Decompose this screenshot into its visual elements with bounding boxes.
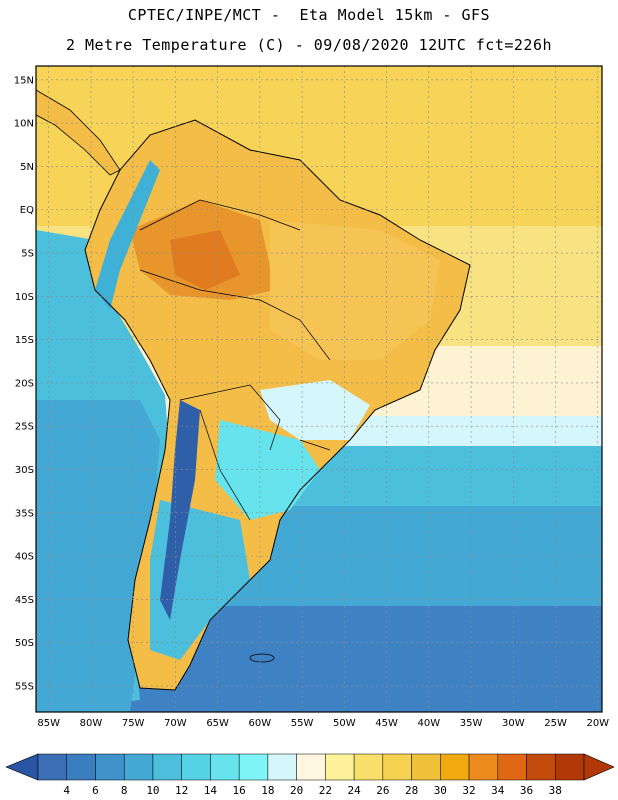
pampas (215, 420, 320, 520)
colorbar-tick-label: 28 (405, 784, 418, 797)
colorbar-tick-label: 12 (175, 784, 188, 797)
longitude-label: 85W (37, 718, 60, 729)
latitude-label: 20S (15, 378, 34, 389)
latitude-label: 35S (15, 508, 34, 519)
longitude-labels: 85W 80W 75W 70W 65W 60W 55W 50W 45W 40W 35W 30W 25W 2… (37, 718, 609, 729)
country-borders (139, 199, 331, 521)
colorbar-cell (238, 753, 269, 781)
longitude-label: 25W (544, 718, 567, 729)
brazil-south-cool (260, 380, 370, 440)
longitude-label: 70W (164, 718, 187, 729)
colorbar-tick-label: 16 (233, 784, 246, 797)
temperature-map: 15N 10N 5N EQ 5S 10S 15S 20S 25S 30S 35S 40S 45S 50S 5… (14, 65, 609, 729)
latitude-label: 5S (21, 249, 34, 260)
colorbar-cell (555, 753, 585, 781)
longitude-label: 55W (291, 718, 314, 729)
latitude-labels: 15N 10N 5N EQ 5S 10S 15S 20S 25S 30S 35S 40S 45S 50S 5… (14, 75, 34, 692)
colorbar-cell (210, 753, 240, 781)
latitude-label: 25S (15, 422, 34, 433)
colorbar-cell (411, 753, 441, 781)
map-subtitle: 2 Metre Temperature (C) - 09/08/2020 12U… (65, 36, 553, 54)
colorbar-tick-label: 36 (520, 784, 533, 797)
colorbar-cell (296, 753, 326, 781)
colorbar-cell (497, 753, 527, 781)
colorbar-tick-label: 18 (261, 784, 274, 797)
color-scale-bar: 4 6 8 10 12 14 16 18 20 22 24 26 28 30 32 34 36 38 (5, 753, 615, 797)
colorbar-tick-label: 10 (146, 784, 159, 797)
colorbar-tick-label: 30 (434, 784, 447, 797)
latitude-label: 45S (15, 595, 34, 606)
latitude-label: 15N (14, 75, 34, 86)
map-frame (35, 65, 603, 713)
colorbar-cell (325, 753, 355, 781)
longitude-label: 30W (502, 718, 525, 729)
colorbar-tick-label: 38 (549, 784, 562, 797)
colorbar-cell (181, 753, 211, 781)
central-america (36, 89, 121, 176)
longitude-label: 50W (333, 718, 356, 729)
colorbar-cell (267, 753, 297, 781)
longitude-label: 35W (460, 718, 483, 729)
colorbar-tick-label: 6 (92, 784, 99, 797)
latitude-label: 55S (15, 682, 34, 693)
longitude-label: 75W (122, 718, 145, 729)
longitude-label: 20W (586, 718, 609, 729)
colorbar-tick-label: 14 (204, 784, 218, 797)
latitude-label: 40S (15, 552, 34, 563)
falkland-islands (249, 653, 275, 663)
amazon-core (170, 230, 240, 290)
longitude-label: 60W (249, 718, 272, 729)
colorbar-cell (382, 753, 412, 781)
colorbar-tick-label: 4 (63, 784, 70, 797)
colorbar-cold-arrow (5, 753, 39, 781)
colorbar-warm-arrow (583, 753, 615, 781)
colorbar-cell (468, 753, 499, 781)
latitude-label: 50S (15, 638, 34, 649)
longitude-label: 80W (80, 718, 103, 729)
colorbar-tick-label: 24 (347, 784, 361, 797)
andes-cold (160, 400, 200, 620)
latitude-label: EQ (20, 205, 34, 216)
coastline (84, 119, 471, 691)
colorbar-cell (440, 753, 470, 781)
graticule (36, 66, 602, 712)
latitude-label: 10N (14, 119, 34, 130)
colorbar-tick-label: 34 (491, 784, 505, 797)
longitude-label: 45W (375, 718, 398, 729)
brazil-warm (270, 220, 440, 360)
longitude-label: 65W (206, 718, 229, 729)
colorbar-cell (66, 753, 96, 781)
andes-north (95, 160, 160, 310)
latitude-label: 15S (15, 335, 34, 346)
longitude-label: 40W (418, 718, 441, 729)
latitude-label: 5N (20, 162, 34, 173)
latitude-label: 10S (15, 292, 34, 303)
colorbar-cell (353, 753, 384, 781)
colorbar-tick-label: 8 (121, 784, 128, 797)
colorbar-tick-label: 26 (376, 784, 389, 797)
colorbar-tick-label: 20 (290, 784, 303, 797)
colorbar-cell (152, 753, 182, 781)
colorbar-cell (37, 753, 67, 781)
colorbar-cell (123, 753, 154, 781)
colorbar-cell (95, 753, 125, 781)
latitude-label: 30S (15, 465, 34, 476)
colorbar-cell (526, 753, 556, 781)
colorbar-tick-label: 32 (462, 784, 475, 797)
colorbar-tick-label: 22 (319, 784, 332, 797)
map-title: CPTEC/INPE/MCT - Eta Model 15km - GFS (127, 6, 491, 24)
